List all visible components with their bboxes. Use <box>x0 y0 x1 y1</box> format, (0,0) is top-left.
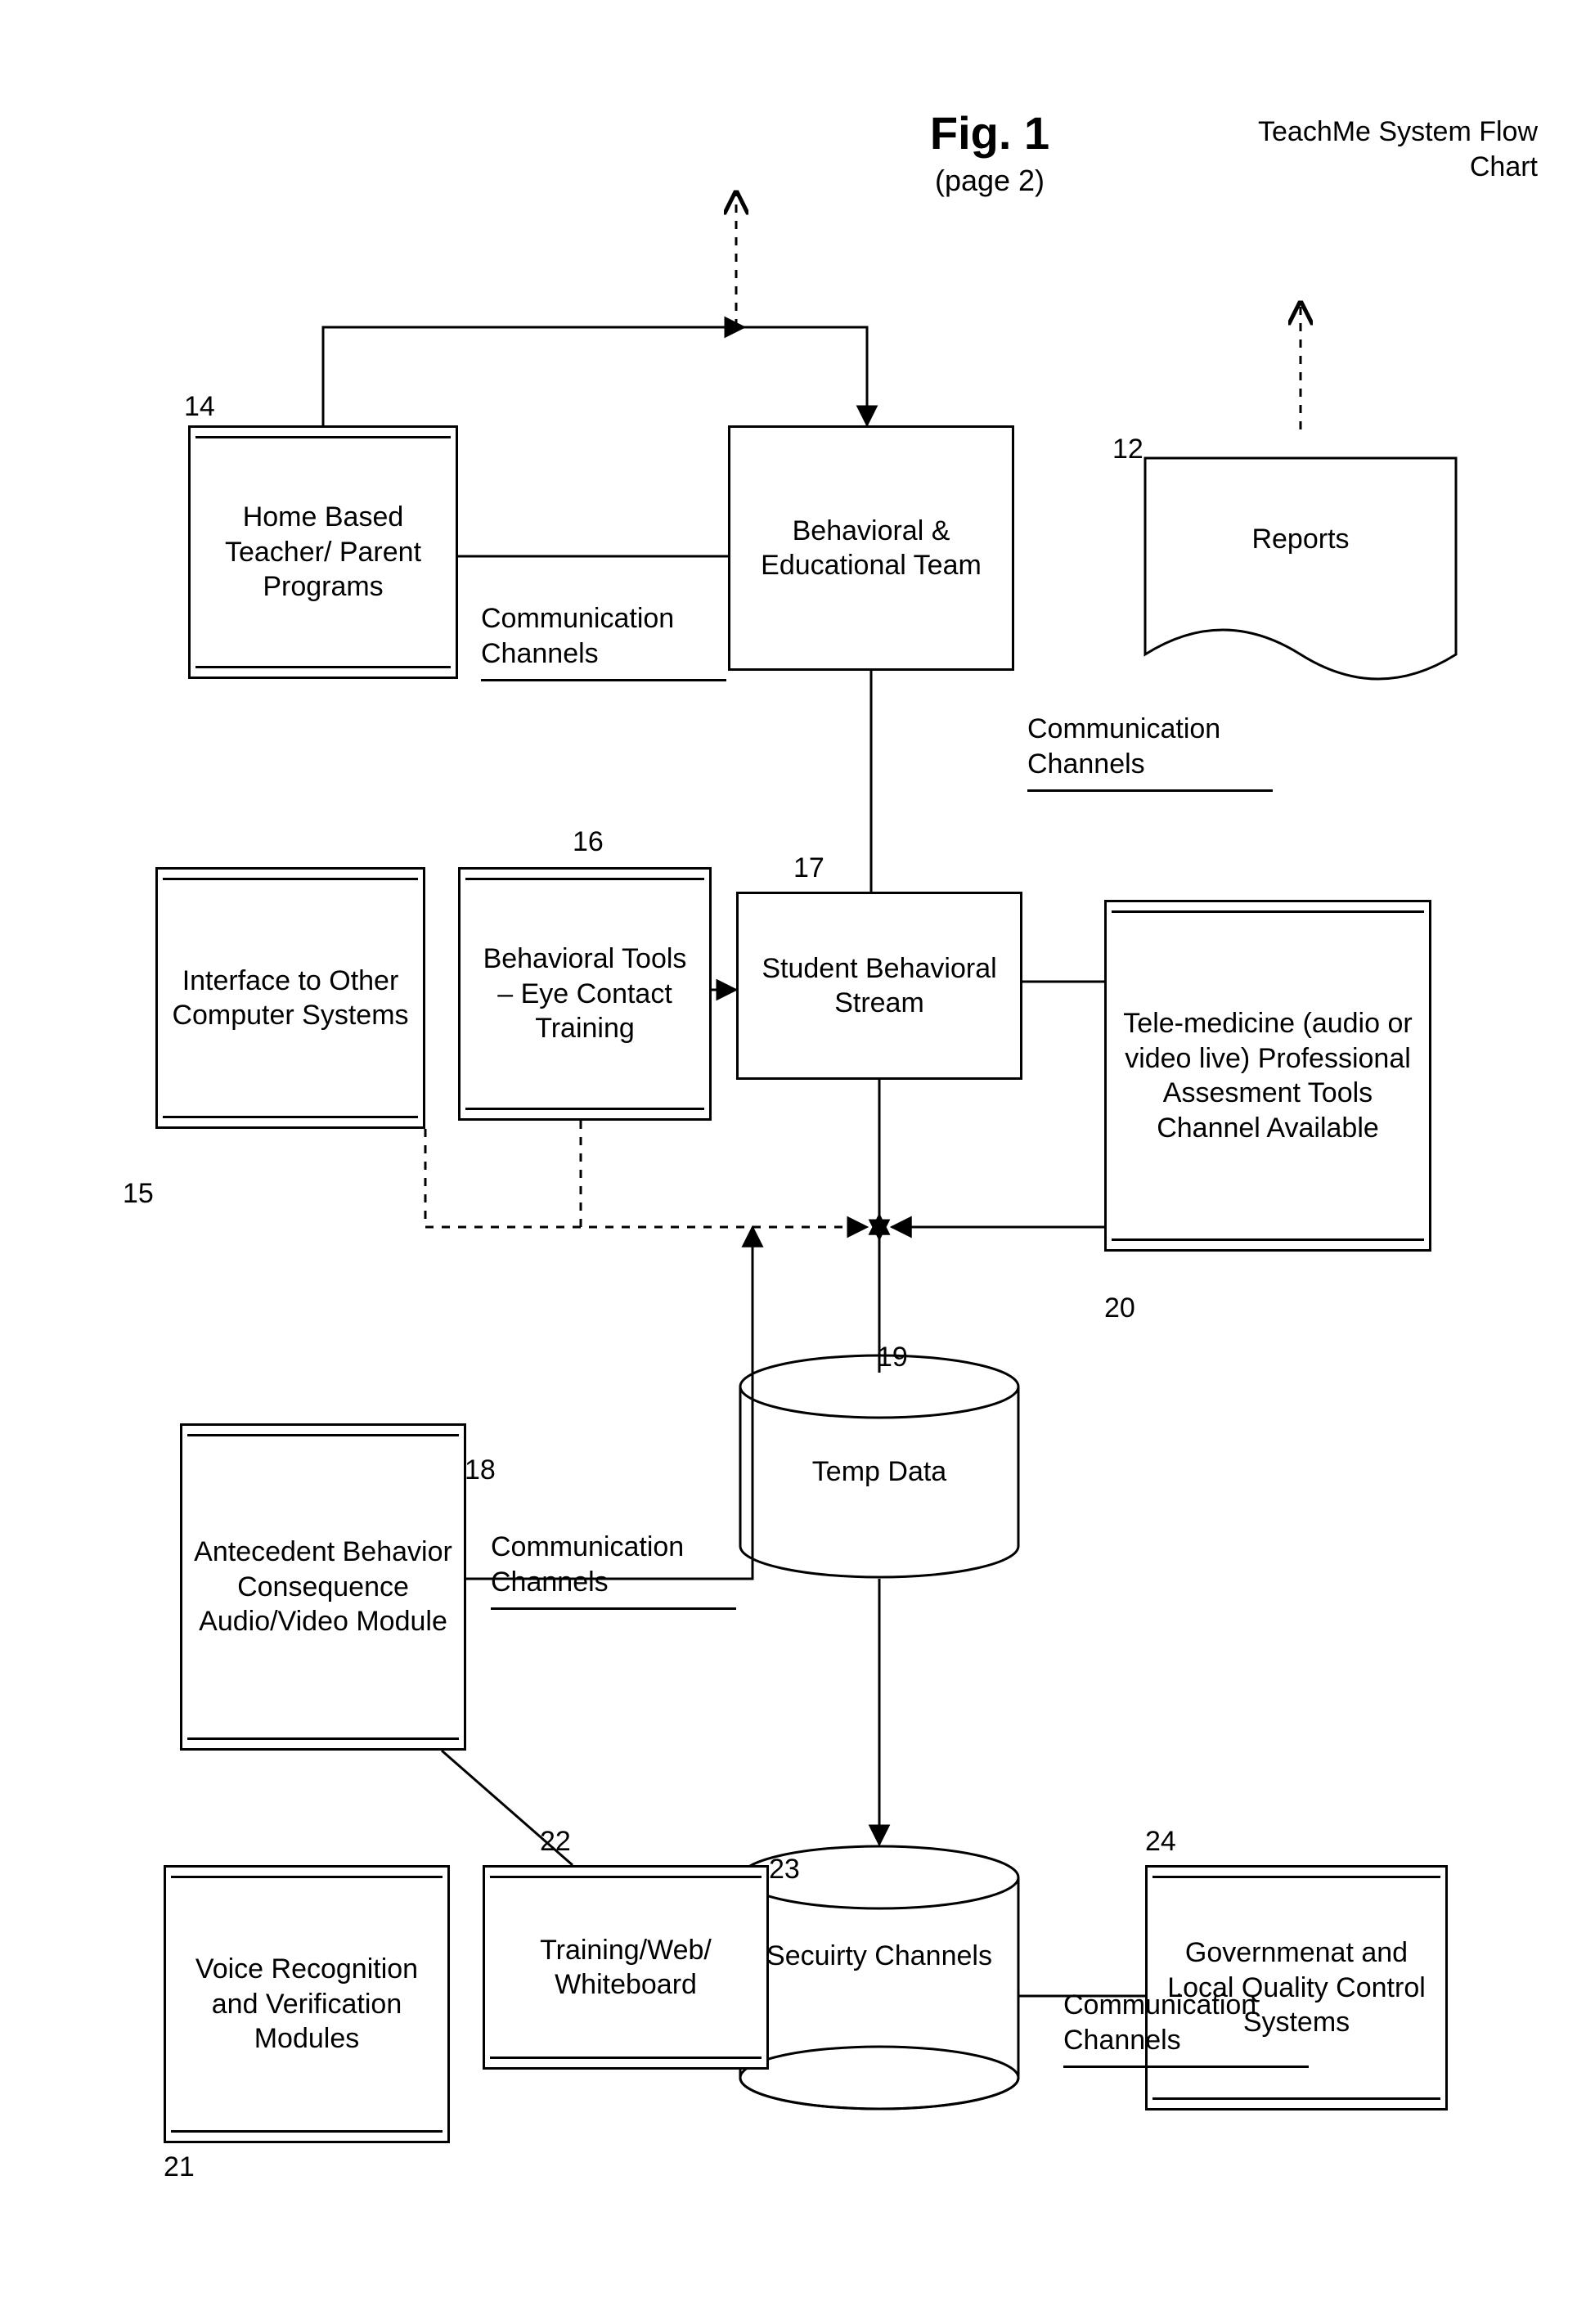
diagram-canvas: Fig. 1 (page 2) TeachMe System Flow Char… <box>0 0 1586 2324</box>
reports-shape <box>1145 458 1456 679</box>
ref-label-20: 20 <box>1104 1292 1135 1324</box>
reports-label: Reports <box>1145 524 1456 555</box>
ref-label-21: 21 <box>164 2151 195 2183</box>
channel-label-c4: CommunicationChannels <box>1063 1988 1256 2057</box>
ref-label-14: 14 <box>184 391 215 423</box>
edge-e_top_r <box>728 327 867 425</box>
node-team: Behavioral & Educational Team <box>728 425 1014 671</box>
node-n22: Training/Web/ Whiteboard <box>483 1865 769 2070</box>
security-shape <box>740 1846 1018 2109</box>
ref-label-12: 12 <box>1112 434 1143 465</box>
security-label: Secuirty Channels <box>740 1939 1018 1974</box>
channel-label-c2: CommunicationChannels <box>1027 712 1220 781</box>
side-title: TeachMe System Flow Chart <box>1227 115 1538 184</box>
ref-label-18: 18 <box>465 1454 496 1486</box>
node-n15: Interface to Other Computer Systems <box>155 867 425 1129</box>
node-n21: Voice Recognition and Verification Modul… <box>164 1865 450 2143</box>
ref-label-16: 16 <box>573 826 604 858</box>
temp-data-label: Temp Data <box>740 1456 1018 1488</box>
node-n20: Tele-medicine (audio or video live) Prof… <box>1104 900 1431 1252</box>
channel-bar-c4 <box>1063 2066 1309 2068</box>
node-n18: Antecedent Behavior Consequence Audio/Vi… <box>180 1423 466 1751</box>
figure-title: Fig. 1 <box>867 106 1112 160</box>
figure-subtitle: (page 2) <box>900 164 1080 198</box>
channel-label-c3: CommunicationChannels <box>491 1530 684 1599</box>
ref-label-22: 22 <box>540 1826 571 1858</box>
channel-bar-c2 <box>1027 789 1273 792</box>
edge-e_18_hub <box>466 1227 753 1579</box>
ref-label-23: 23 <box>769 1854 800 1886</box>
node-n14: Home Based Teacher/ Parent Programs <box>188 425 458 679</box>
ref-label-17: 17 <box>793 852 824 884</box>
ref-label-15: 15 <box>123 1178 154 1210</box>
ref-label-19: 19 <box>877 1342 908 1373</box>
channel-label-c1: CommunicationChannels <box>481 601 674 671</box>
channel-bar-c3 <box>491 1607 736 1610</box>
edge-e_top_l <box>323 327 744 425</box>
ref-label-24: 24 <box>1145 1826 1176 1858</box>
channel-bar-c1 <box>481 679 726 681</box>
node-n17: Student Behavioral Stream <box>736 892 1022 1080</box>
node-n16: Behavioral Tools – Eye Contact Training <box>458 867 712 1121</box>
